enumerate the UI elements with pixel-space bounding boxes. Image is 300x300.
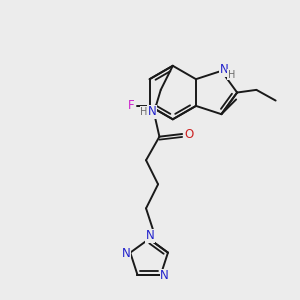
- Text: F: F: [128, 99, 134, 112]
- Text: N: N: [220, 63, 229, 76]
- Text: N: N: [146, 230, 154, 242]
- Text: O: O: [184, 128, 194, 142]
- Text: N: N: [148, 105, 156, 118]
- Text: H: H: [228, 70, 235, 80]
- Text: H: H: [140, 106, 148, 117]
- Text: N: N: [122, 247, 131, 260]
- Text: N: N: [160, 269, 169, 282]
